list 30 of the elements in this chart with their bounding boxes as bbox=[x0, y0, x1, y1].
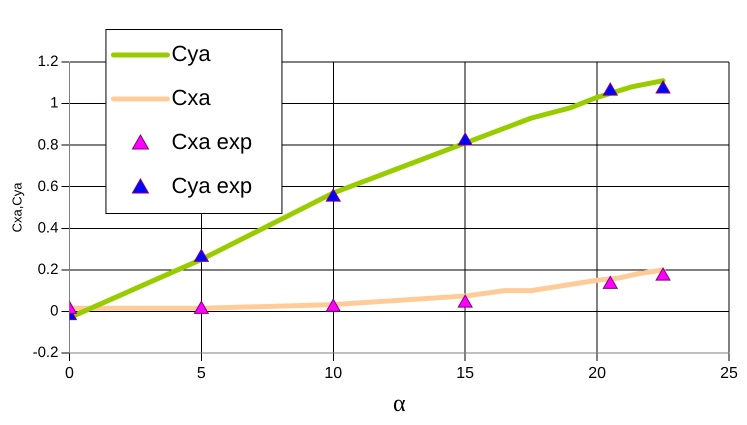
x-tick-label: 20 bbox=[588, 365, 606, 382]
point bbox=[458, 132, 473, 146]
legend-label: Cya bbox=[171, 41, 212, 66]
y-tick-label: 0.2 bbox=[38, 261, 58, 278]
y-axis-title: Cxa,Cya bbox=[9, 182, 24, 232]
y-tick-label: 0.4 bbox=[38, 219, 58, 236]
point bbox=[656, 80, 670, 94]
x-tick-label: 5 bbox=[196, 365, 206, 382]
x-tick-label: 15 bbox=[456, 365, 474, 382]
point bbox=[602, 82, 618, 96]
y-tick-label: 1.2 bbox=[38, 53, 58, 70]
legend-label: Cxa bbox=[171, 85, 212, 110]
y-tick-label: 0 bbox=[50, 302, 58, 320]
legend-label: Cya exp bbox=[171, 173, 252, 198]
y-tick-label: 0.8 bbox=[38, 136, 58, 154]
point bbox=[602, 276, 618, 289]
y-tick-label: 1 bbox=[50, 94, 58, 112]
y-tick-label: 0.6 bbox=[38, 178, 58, 195]
point bbox=[326, 298, 341, 312]
point bbox=[326, 188, 341, 202]
point bbox=[194, 300, 209, 314]
x-tick-label: 25 bbox=[720, 365, 738, 382]
point bbox=[656, 268, 670, 281]
x-axis-title: α bbox=[392, 390, 406, 417]
x-tick-label: 0 bbox=[64, 365, 74, 382]
legend-label: Cxa exp bbox=[171, 129, 252, 154]
x-tick-label: 10 bbox=[324, 365, 342, 382]
point bbox=[194, 248, 209, 262]
point bbox=[458, 294, 473, 308]
y-tick-label: -0.2 bbox=[32, 344, 58, 362]
